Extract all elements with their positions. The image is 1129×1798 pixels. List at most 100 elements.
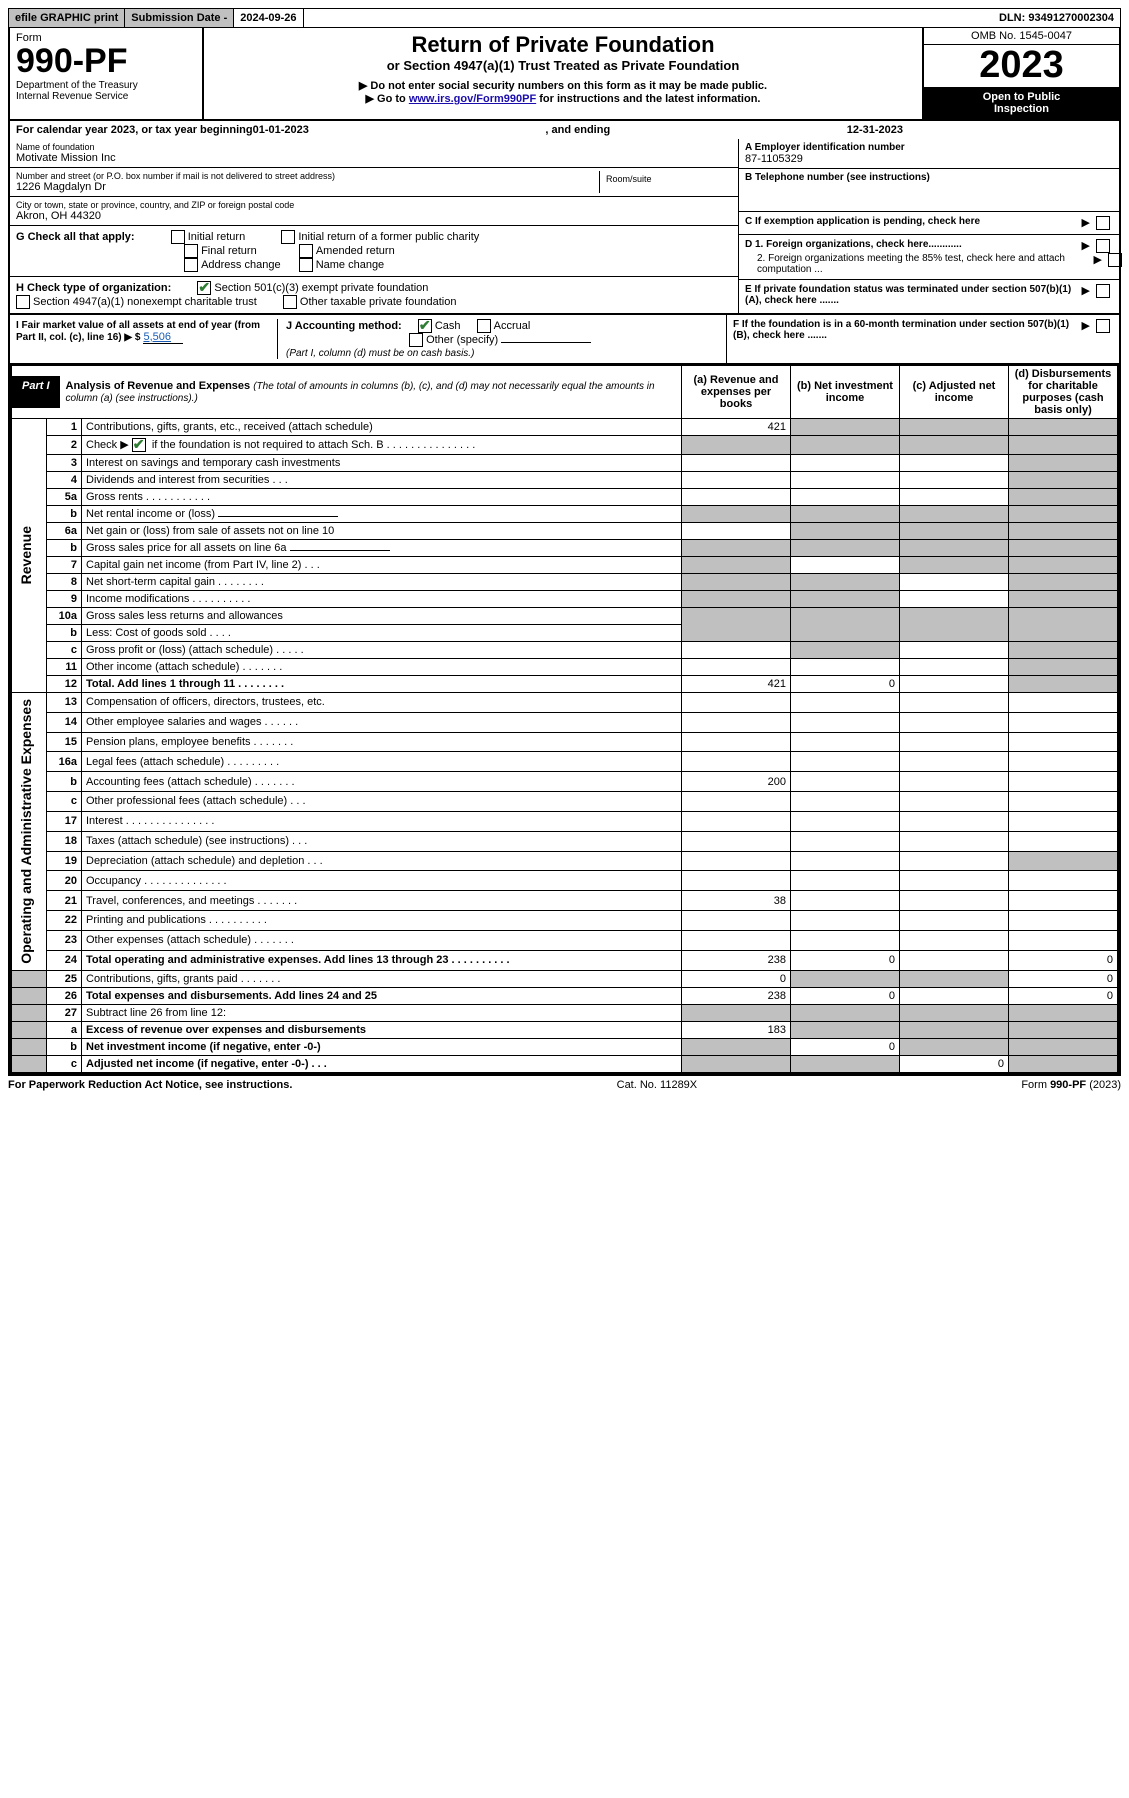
section-f: F If the foundation is in a 60-month ter… xyxy=(726,315,1119,363)
line-27: Subtract line 26 from line 12: xyxy=(82,1004,682,1021)
line-6a: Net gain or (loss) from sale of assets n… xyxy=(82,522,682,539)
tax-year: 2023 xyxy=(924,45,1119,87)
calendar-year-row: For calendar year 2023, or tax year begi… xyxy=(8,121,1121,139)
foundation-name: Motivate Mission Inc xyxy=(16,152,732,164)
line-16a: Legal fees (attach schedule) . . . . . .… xyxy=(82,752,682,772)
line-7: Capital gain net income (from Part IV, l… xyxy=(82,556,682,573)
line-25-d: 0 xyxy=(1009,970,1119,987)
line-6b: Gross sales price for all assets on line… xyxy=(82,539,682,556)
checkbox-name-change[interactable] xyxy=(299,258,313,272)
ein-cell: A Employer identification number 87-1105… xyxy=(739,139,1119,169)
checkbox-d2[interactable] xyxy=(1108,253,1122,267)
line-26: Total expenses and disbursements. Add li… xyxy=(82,987,682,1004)
checkbox-address-change[interactable] xyxy=(184,258,198,272)
year-begin: 01-01-2023 xyxy=(253,124,309,136)
line-19: Depreciation (attach schedule) and deple… xyxy=(82,851,682,871)
section-c: C If exemption application is pending, c… xyxy=(739,212,1119,235)
checkbox-accrual[interactable] xyxy=(477,319,491,333)
form-title: Return of Private Foundation xyxy=(212,32,914,58)
city-state-zip: Akron, OH 44320 xyxy=(16,210,732,222)
room-suite-label: Room/suite xyxy=(606,174,726,184)
line-25: Contributions, gifts, grants paid . . . … xyxy=(82,970,682,987)
line-4: Dividends and interest from securities .… xyxy=(82,471,682,488)
efile-print-button[interactable]: efile GRAPHIC print xyxy=(9,9,125,27)
part1-table: Part I Analysis of Revenue and Expenses … xyxy=(10,365,1119,1074)
line-18: Taxes (attach schedule) (see instruction… xyxy=(82,831,682,851)
line-15: Pension plans, employee benefits . . . .… xyxy=(82,732,682,752)
form-link[interactable]: www.irs.gov/Form990PF xyxy=(409,93,536,105)
section-j: J Accounting method: Cash Accrual Other … xyxy=(278,319,720,359)
col-a-header: (a) Revenue and expenses per books xyxy=(682,365,791,418)
line-27c-c: 0 xyxy=(900,1055,1009,1073)
line-1-a: 421 xyxy=(682,418,791,435)
line-16c: Other professional fees (attach schedule… xyxy=(82,792,682,812)
phone-cell: B Telephone number (see instructions) xyxy=(739,169,1119,212)
instr-2: ▶ Go to www.irs.gov/Form990PF for instru… xyxy=(212,92,914,105)
line-9: Income modifications . . . . . . . . . . xyxy=(82,590,682,607)
footer-catno: Cat. No. 11289X xyxy=(617,1079,698,1091)
line-12: Total. Add lines 1 through 11 . . . . . … xyxy=(82,675,682,692)
line-22: Printing and publications . . . . . . . … xyxy=(82,911,682,931)
line-26-b: 0 xyxy=(791,987,900,1004)
checkbox-amended[interactable] xyxy=(299,244,313,258)
line-25-a: 0 xyxy=(682,970,791,987)
checkbox-initial-return[interactable] xyxy=(171,230,185,244)
checkbox-4947a1[interactable] xyxy=(16,295,30,309)
line-3: Interest on savings and temporary cash i… xyxy=(82,454,682,471)
checkbox-e[interactable] xyxy=(1096,284,1110,298)
checkbox-other-method[interactable] xyxy=(409,333,423,347)
header-left: Form 990-PF Department of the Treasury I… xyxy=(10,28,204,119)
omb-number: OMB No. 1545-0047 xyxy=(924,28,1119,45)
part1-title: Analysis of Revenue and Expenses (The to… xyxy=(60,376,681,408)
checkbox-501c3[interactable] xyxy=(197,281,211,295)
line-20: Occupancy . . . . . . . . . . . . . . xyxy=(82,871,682,891)
checkbox-cash[interactable] xyxy=(418,319,432,333)
street-address: 1226 Magdalyn Dr xyxy=(16,181,599,193)
checkbox-other-taxable[interactable] xyxy=(283,295,297,309)
open-public-badge: Open to Public Inspection xyxy=(924,87,1119,119)
line-8: Net short-term capital gain . . . . . . … xyxy=(82,573,682,590)
page-footer: For Paperwork Reduction Act Notice, see … xyxy=(8,1076,1121,1091)
ijf-row: I Fair market value of all assets at end… xyxy=(8,315,1121,365)
line-10a: Gross sales less returns and allowances xyxy=(82,607,682,624)
line-17: Interest . . . . . . . . . . . . . . . xyxy=(82,811,682,831)
line-24: Total operating and administrative expen… xyxy=(82,950,682,970)
line-14: Other employee salaries and wages . . . … xyxy=(82,712,682,732)
form-header: Form 990-PF Department of the Treasury I… xyxy=(8,28,1121,121)
footer-form: Form 990-PF (2023) xyxy=(1021,1079,1121,1091)
line-27b: Net investment income (if negative, ente… xyxy=(82,1038,682,1055)
line-27b-b: 0 xyxy=(791,1038,900,1055)
section-d: D 1. Foreign organizations, check here..… xyxy=(739,235,1119,280)
checkbox-schb[interactable] xyxy=(132,438,146,452)
ein-value: 87-1105329 xyxy=(745,153,1113,165)
line-2: Check ▶ if the foundation is not require… xyxy=(82,435,682,454)
line-12-b: 0 xyxy=(791,675,900,692)
line-10c: Gross profit or (loss) (attach schedule)… xyxy=(82,641,682,658)
part1-table-wrap: Part I Analysis of Revenue and Expenses … xyxy=(8,365,1121,1076)
foundation-name-cell: Name of foundation Motivate Mission Inc xyxy=(10,139,738,168)
checkbox-d1[interactable] xyxy=(1096,239,1110,253)
checkbox-f[interactable] xyxy=(1096,319,1110,333)
line-24-a: 238 xyxy=(682,950,791,970)
checkbox-final-return[interactable] xyxy=(184,244,198,258)
line-10b: Less: Cost of goods sold . . . . xyxy=(82,624,682,641)
line-24-b: 0 xyxy=(791,950,900,970)
revenue-side-label: Revenue xyxy=(16,522,36,588)
checkbox-c[interactable] xyxy=(1096,216,1110,230)
fmv-value[interactable]: 5,506 xyxy=(143,331,183,344)
section-e: E If private foundation status was termi… xyxy=(739,280,1119,310)
line-1: Contributions, gifts, grants, etc., rece… xyxy=(82,418,682,435)
col-c-header: (c) Adjusted net income xyxy=(900,365,1009,418)
line-26-a: 238 xyxy=(682,987,791,1004)
submission-date-label: Submission Date - xyxy=(125,9,234,27)
entity-info: Name of foundation Motivate Mission Inc … xyxy=(8,139,1121,315)
line-23: Other expenses (attach schedule) . . . .… xyxy=(82,930,682,950)
line-5a: Gross rents . . . . . . . . . . . xyxy=(82,488,682,505)
checkbox-initial-former[interactable] xyxy=(281,230,295,244)
footer-left: For Paperwork Reduction Act Notice, see … xyxy=(8,1079,292,1091)
form-subtitle: or Section 4947(a)(1) Trust Treated as P… xyxy=(212,58,914,73)
street-address-cell: Number and street (or P.O. box number if… xyxy=(10,168,738,197)
section-g: G Check all that apply: Initial return I… xyxy=(10,226,738,277)
line-21: Travel, conferences, and meetings . . . … xyxy=(82,891,682,911)
submission-date-value: 2024-09-26 xyxy=(234,9,303,27)
